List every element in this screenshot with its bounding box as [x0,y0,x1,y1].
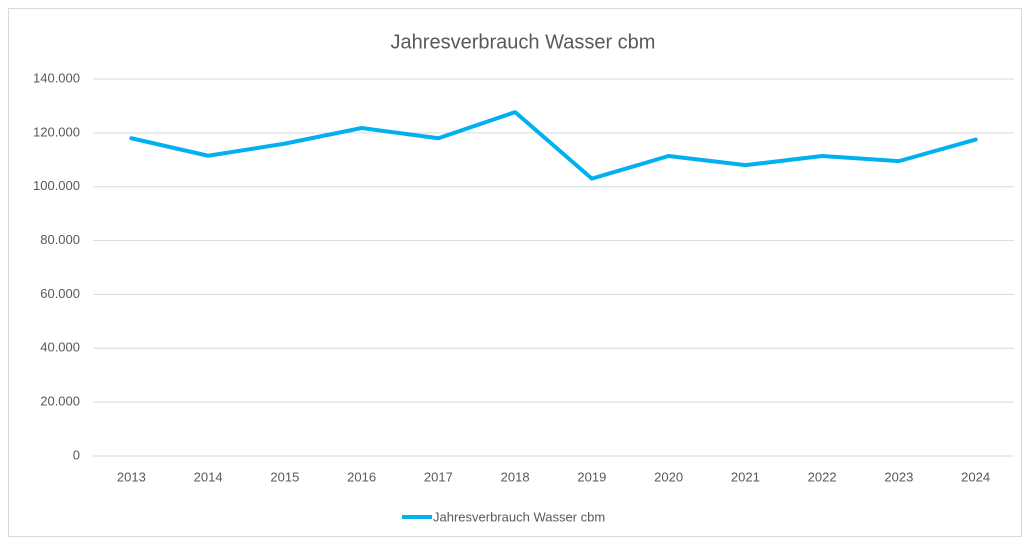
y-tick-label: 20.000 [40,394,80,409]
x-tick-label: 2018 [501,469,530,484]
x-tick-label: 2013 [117,469,146,484]
x-tick-label: 2023 [884,469,913,484]
y-tick-label: 80.000 [40,232,80,247]
x-tick-label: 2019 [577,469,606,484]
legend-label: Jahresverbrauch Wasser cbm [433,509,605,524]
chart-border [8,8,1022,537]
x-tick-label: 2024 [961,469,990,484]
y-tick-label: 0 [73,447,80,462]
x-tick-label: 2020 [654,469,683,484]
y-tick-label: 40.000 [40,340,80,355]
y-tick-label: 100.000 [33,178,80,193]
x-tick-label: 2017 [424,469,453,484]
y-tick-label: 140.000 [33,70,80,85]
y-tick-label: 120.000 [33,124,80,139]
chart-title: Jahresverbrauch Wasser cbm [391,31,656,53]
y-tick-label: 60.000 [40,286,80,301]
x-tick-label: 2022 [808,469,837,484]
line-series [129,110,978,181]
x-tick-label: 2016 [347,469,376,484]
x-tick-label: 2015 [270,469,299,484]
x-tick-label: 2014 [194,469,223,484]
x-tick-label: 2021 [731,469,760,484]
